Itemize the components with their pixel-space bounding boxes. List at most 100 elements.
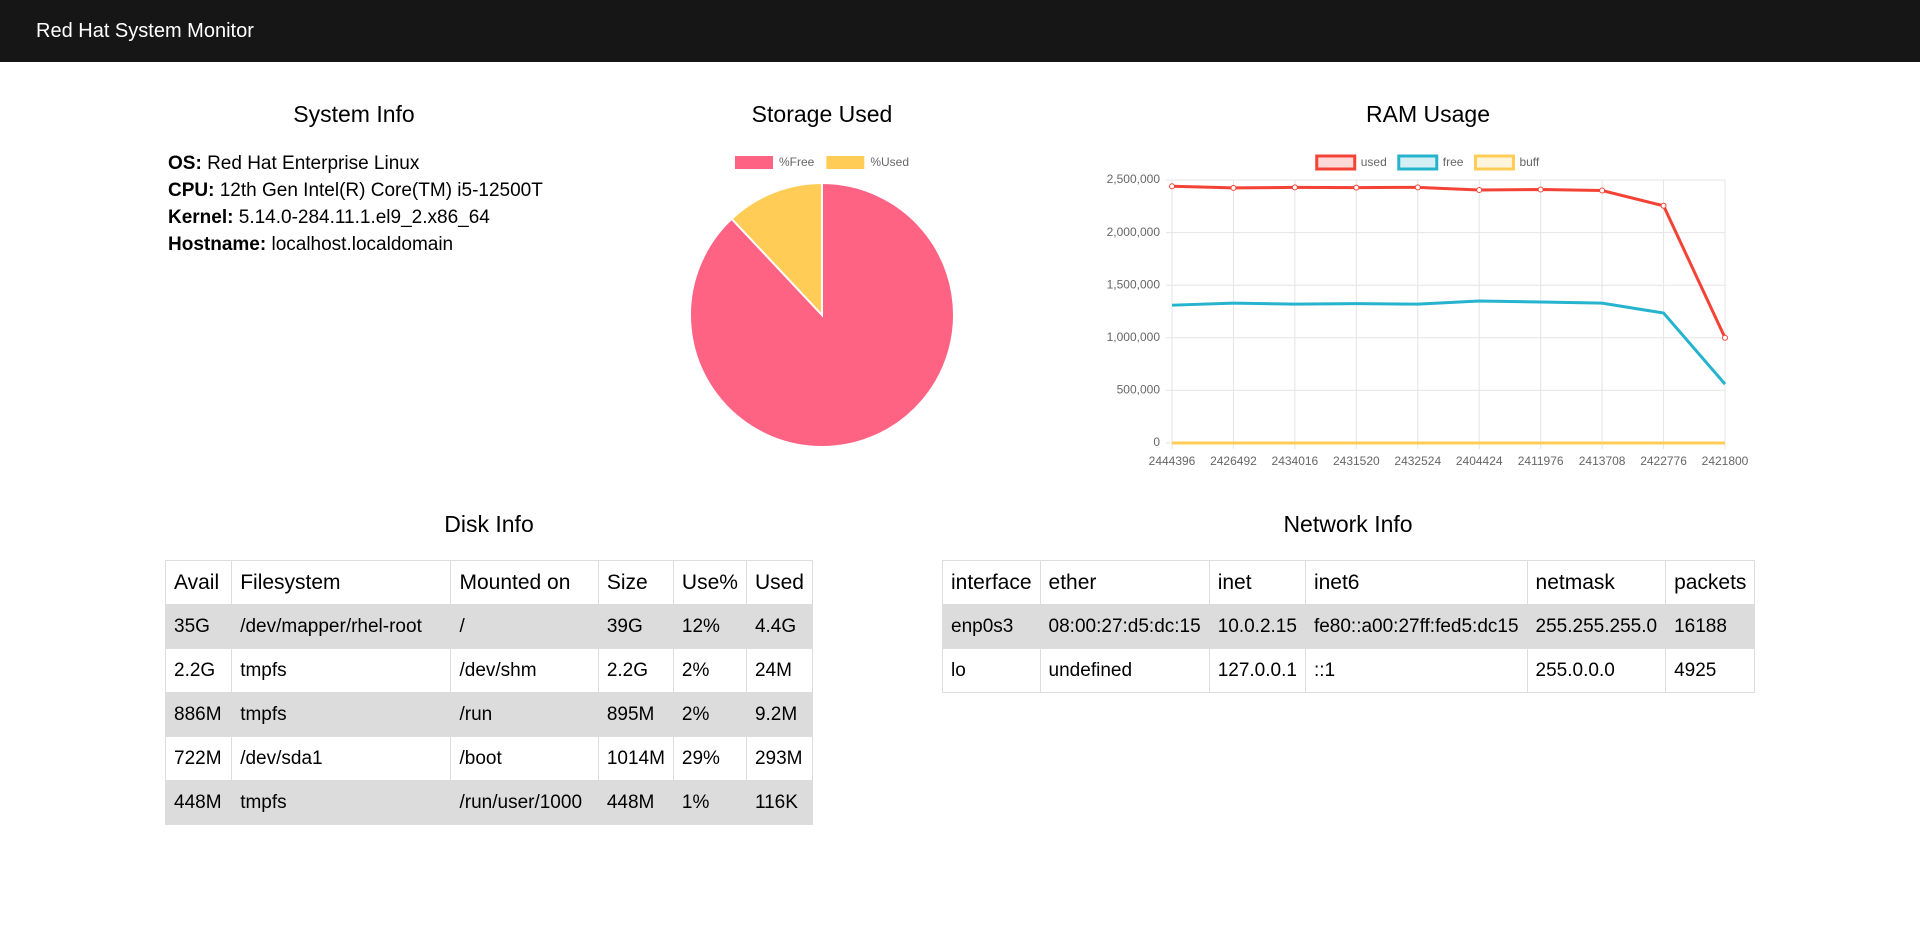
column-header: Used xyxy=(745,560,814,605)
column-header: Avail xyxy=(164,560,233,605)
info-row: Kernel: 5.14.0-284.11.1.el9_2.x86_64 xyxy=(168,204,543,231)
data-point xyxy=(1660,202,1667,209)
table-cell: 255.255.255.0 xyxy=(1526,604,1667,649)
data-point xyxy=(1291,184,1298,191)
y-tick-label: 1,000,000 xyxy=(1107,330,1161,344)
table-cell: 116K xyxy=(745,780,814,825)
legend-label: %Free xyxy=(779,155,815,169)
table-row: 448M tmpfs/run/user/1000 448M 1% 116K xyxy=(164,780,814,825)
section-title: RAM Usage xyxy=(1366,101,1490,127)
table-cell: ::1 xyxy=(1304,648,1528,693)
y-tick-label: 1,500,000 xyxy=(1107,277,1161,291)
x-tick-label: 2431520 xyxy=(1333,454,1380,468)
info-label: Kernel: xyxy=(168,207,234,228)
series-line xyxy=(1171,299,1727,386)
info-row: CPU: 12th Gen Intel(R) Core(TM) i5-12500… xyxy=(168,177,543,204)
charts: %Free %Used 2444396 2426492 2434016 2431520 24… xyxy=(689,154,1749,468)
info-row: Hostname: localhost.localdomain xyxy=(168,231,543,258)
info-value: localhost.localdomain xyxy=(271,234,454,255)
table-cell: 448M xyxy=(164,780,233,825)
table-row: 2.2G tmpfs/dev/shm 2.2G 2% 24M xyxy=(164,648,814,693)
info-row: OS: Red Hat Enterprise Linux xyxy=(168,150,543,177)
header-row: interface ether inet inet6 netmask packets xyxy=(942,560,1756,605)
table-cell: 722M xyxy=(164,736,233,781)
legend-label: %Used xyxy=(870,155,909,169)
table-cell: 4.4G xyxy=(745,604,814,649)
legend-swatch xyxy=(826,156,865,169)
x-tick-label: 2426492 xyxy=(1210,454,1257,468)
x-tick-label: 2422776 xyxy=(1640,454,1687,468)
data-point xyxy=(1537,186,1544,193)
table-cell: 255.0.0.0 xyxy=(1526,648,1667,693)
legend-swatch xyxy=(1315,154,1357,171)
table-cell: /run/user/1000 xyxy=(450,780,599,825)
table-cell: 39G xyxy=(597,604,674,649)
legend: %Free %Used xyxy=(734,155,909,169)
legend-label: used xyxy=(1361,155,1387,169)
info-value: 5.14.0-284.11.1.el9_2.x86_64 xyxy=(238,207,490,228)
info-value: Red Hat Enterprise Linux xyxy=(207,153,420,174)
x-tick-label: 2434016 xyxy=(1272,454,1319,468)
table-row: 886M tmpfs/run 895M 2% 9.2M xyxy=(164,692,814,737)
table-cell: 4925 xyxy=(1665,648,1756,693)
table-cell: undefined xyxy=(1039,648,1210,693)
system-info: OS: Red Hat Enterprise Linux CPU: 12th Ge… xyxy=(168,150,543,258)
table-cell: 2% xyxy=(672,692,747,737)
table-cell: tmpfs xyxy=(231,692,452,737)
table-cell: 24M xyxy=(745,648,814,693)
table-cell: /dev/sda1 xyxy=(231,736,452,781)
info-label: OS: xyxy=(168,153,202,174)
disk-table: Avail Filesystem Mounted on Size Use% Used 35G… xyxy=(164,560,814,825)
data-point xyxy=(1476,186,1483,193)
column-header: inet xyxy=(1208,560,1306,605)
table-cell: 1014M xyxy=(597,736,674,781)
table-cell: 29% xyxy=(672,736,747,781)
network-table: interface ether inet inet6 netmask packets enp… xyxy=(942,560,1756,693)
info-label: CPU: xyxy=(168,180,215,201)
x-tick-label: 2413708 xyxy=(1579,454,1626,468)
app-title: Red Hat System Monitor xyxy=(36,20,254,42)
section-title: Storage Used xyxy=(751,101,893,127)
table-cell: 2.2G xyxy=(164,648,233,693)
column-header: Size xyxy=(597,560,674,605)
table-cell: 16188 xyxy=(1665,604,1756,649)
table-cell: 448M xyxy=(597,780,674,825)
table-cell: lo xyxy=(942,648,1041,693)
info-value: 12th Gen Intel(R) Core(TM) i5-12500T xyxy=(219,180,543,201)
table-cell: /boot xyxy=(450,736,599,781)
table-row: enp0s3 08:00:27:d5:dc:15 10.0.2.15 fe80::a0… xyxy=(942,604,1756,649)
data-point xyxy=(1230,184,1237,191)
table-cell: 127.0.0.1 xyxy=(1208,648,1306,693)
x-tick-label: 2444396 xyxy=(1149,454,1196,468)
pie-slice xyxy=(730,181,823,318)
legend-swatch xyxy=(734,156,773,169)
table-cell: / xyxy=(450,604,599,649)
x-tick-label: 2411976 xyxy=(1518,454,1564,468)
x-tick-label: 2421800 xyxy=(1702,454,1749,468)
table-cell: /run xyxy=(450,692,599,737)
table-cell: 2.2G xyxy=(597,648,674,693)
table-cell: tmpfs xyxy=(231,780,452,825)
section-title: Network Info xyxy=(1283,511,1413,537)
table-cell: 886M xyxy=(164,692,233,737)
table-cell: 08:00:27:d5:dc:15 xyxy=(1039,604,1210,649)
x-tick-label: 2432524 xyxy=(1394,454,1441,468)
column-header: Mounted on xyxy=(450,560,599,605)
table-cell: 9.2M xyxy=(745,692,814,737)
table-row: lo undefined 127.0.0.1::1 255.0.0.0 4925 xyxy=(942,648,1756,693)
info-label: Hostname: xyxy=(168,234,267,255)
column-header: inet6 xyxy=(1304,560,1528,605)
data-point xyxy=(1169,183,1175,190)
table-row: 722M/dev/sda1/boot 1014M 29% 293M xyxy=(164,736,814,781)
table-cell: 2% xyxy=(672,648,747,693)
legend-swatch xyxy=(1473,154,1515,171)
legend: used free buff xyxy=(1315,154,1540,171)
table-cell: 35G xyxy=(164,604,233,649)
y-tick-label: 0 xyxy=(1153,435,1160,449)
table-cell: 12% xyxy=(672,604,747,649)
header-row: Avail Filesystem Mounted on Size Use% Used xyxy=(164,560,814,605)
table-cell: 1% xyxy=(672,780,747,825)
table-cell: 293M xyxy=(745,736,814,781)
series-line xyxy=(1171,184,1727,339)
